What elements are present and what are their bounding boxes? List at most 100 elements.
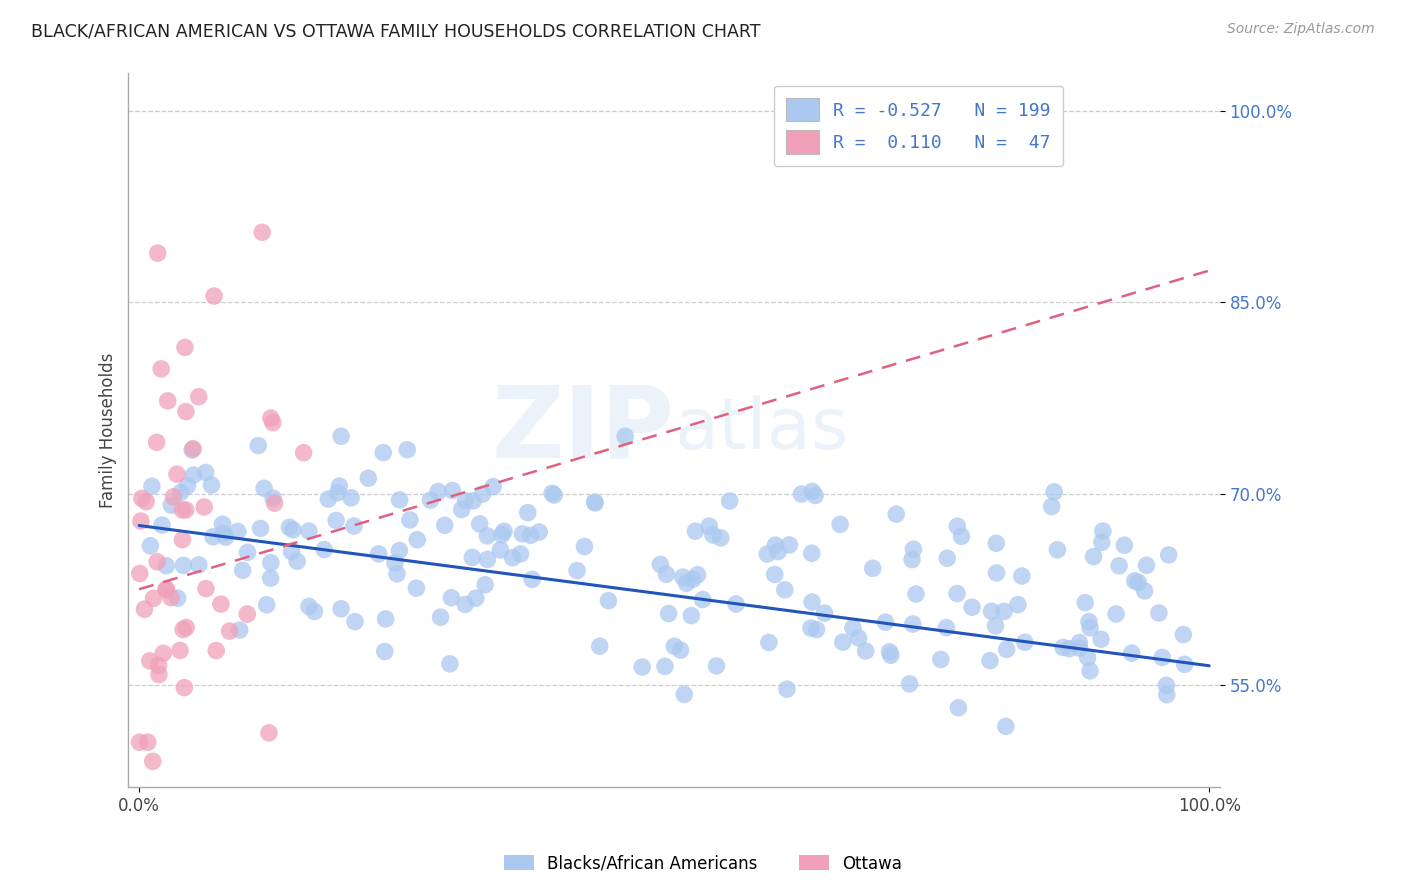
Point	[150, 518, 173, 533]
Point	[471, 487, 494, 501]
Point	[228, 623, 250, 637]
Y-axis label: Family Households: Family Households	[100, 352, 117, 508]
Point	[541, 486, 564, 500]
Point	[904, 587, 927, 601]
Point	[589, 639, 612, 653]
Point	[325, 513, 347, 527]
Point	[129, 514, 152, 528]
Point	[183, 468, 205, 483]
Point	[702, 528, 724, 542]
Point	[946, 519, 969, 533]
Point	[439, 657, 461, 671]
Point	[212, 526, 235, 541]
Point	[1156, 678, 1178, 692]
Point	[405, 581, 427, 595]
Point	[1083, 549, 1105, 564]
Point	[187, 390, 209, 404]
Point	[1135, 558, 1157, 573]
Point	[862, 561, 884, 575]
Point	[986, 536, 1008, 550]
Point	[172, 533, 194, 547]
Point	[236, 607, 259, 621]
Point	[326, 485, 349, 500]
Point	[901, 617, 924, 632]
Point	[1052, 640, 1074, 655]
Legend: Blacks/African Americans, Ottawa: Blacks/African Americans, Ottawa	[498, 848, 908, 880]
Point	[202, 530, 225, 544]
Point	[194, 466, 217, 480]
Point	[209, 597, 232, 611]
Point	[1077, 615, 1099, 629]
Point	[148, 667, 170, 681]
Point	[278, 520, 301, 534]
Point	[152, 646, 174, 660]
Point	[396, 442, 419, 457]
Point	[172, 558, 194, 573]
Point	[491, 527, 513, 541]
Point	[468, 516, 491, 531]
Point	[226, 524, 249, 539]
Point	[685, 524, 707, 538]
Point	[262, 491, 284, 505]
Point	[875, 615, 897, 630]
Point	[440, 591, 463, 605]
Point	[519, 528, 541, 542]
Point	[1105, 607, 1128, 621]
Point	[1108, 558, 1130, 573]
Point	[262, 416, 284, 430]
Point	[979, 654, 1001, 668]
Point	[884, 507, 907, 521]
Point	[510, 526, 533, 541]
Point	[174, 340, 197, 354]
Point	[1078, 664, 1101, 678]
Point	[257, 726, 280, 740]
Point	[429, 610, 451, 624]
Point	[1174, 657, 1197, 672]
Point	[903, 542, 925, 557]
Point	[776, 682, 799, 697]
Point	[450, 502, 472, 516]
Point	[1069, 635, 1091, 649]
Point	[256, 598, 278, 612]
Point	[1069, 641, 1091, 656]
Point	[150, 362, 173, 376]
Point	[128, 566, 150, 581]
Point	[135, 494, 157, 508]
Point	[1077, 650, 1099, 665]
Point	[260, 411, 283, 425]
Point	[650, 558, 672, 572]
Point	[146, 246, 169, 260]
Point	[162, 490, 184, 504]
Point	[172, 503, 194, 517]
Point	[1152, 650, 1174, 665]
Point	[314, 542, 336, 557]
Point	[142, 591, 165, 606]
Point	[960, 600, 983, 615]
Point	[692, 592, 714, 607]
Point	[543, 488, 565, 502]
Point	[901, 552, 924, 566]
Point	[419, 493, 441, 508]
Point	[194, 582, 217, 596]
Point	[765, 538, 787, 552]
Point	[142, 755, 165, 769]
Legend: R = -0.527   N = 199, R =  0.110   N =  47: R = -0.527 N = 199, R = 0.110 N = 47	[773, 86, 1063, 166]
Point	[948, 700, 970, 714]
Point	[280, 544, 302, 558]
Point	[218, 624, 240, 638]
Point	[461, 550, 484, 565]
Point	[993, 604, 1015, 618]
Point	[598, 593, 620, 607]
Text: BLACK/AFRICAN AMERICAN VS OTTAWA FAMILY HOUSEHOLDS CORRELATION CHART: BLACK/AFRICAN AMERICAN VS OTTAWA FAMILY …	[31, 22, 761, 40]
Point	[145, 435, 167, 450]
Point	[565, 564, 588, 578]
Point	[773, 582, 796, 597]
Point	[281, 523, 304, 537]
Point	[298, 599, 321, 614]
Point	[388, 543, 411, 558]
Point	[252, 225, 274, 239]
Point	[710, 531, 733, 545]
Point	[950, 529, 973, 543]
Point	[172, 623, 194, 637]
Point	[756, 547, 779, 561]
